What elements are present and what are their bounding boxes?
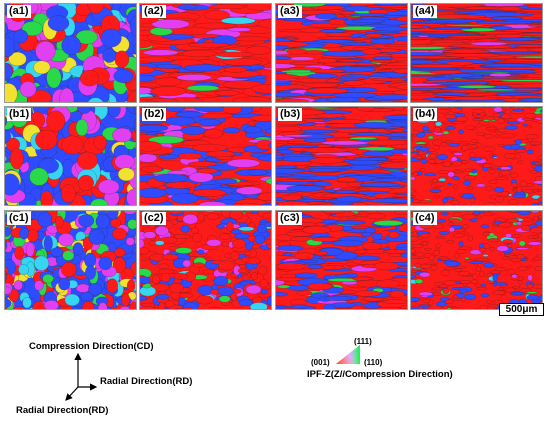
- ipf-triangle-svg: [300, 345, 550, 419]
- rd-axis-label: Radial Direction(RD): [100, 376, 192, 387]
- ebsd-panel-b3: (b3): [275, 106, 408, 206]
- panel-label: (c3): [278, 212, 302, 225]
- panel-label: (b1): [7, 108, 31, 121]
- ebsd-orientation-map: [5, 4, 137, 103]
- ebsd-orientation-map: [276, 211, 408, 310]
- panel-label: (a2): [142, 5, 166, 18]
- ebsd-panel-a4: (a4): [410, 3, 543, 103]
- ebsd-orientation-map: [411, 107, 543, 206]
- panel-label: (b3): [278, 108, 302, 121]
- ebsd-panel-b1: (b1): [4, 106, 137, 206]
- ipf-corner-110: (110): [364, 358, 382, 367]
- panel-label: (b2): [142, 108, 166, 121]
- ipf-color-triangle: [336, 345, 360, 364]
- axes-diagram: Compression Direction(CD) Radial Directi…: [0, 330, 260, 419]
- ebsd-panel-c2: (c2): [139, 210, 272, 310]
- ebsd-orientation-map: [140, 107, 272, 206]
- ebsd-orientation-map: [411, 4, 543, 103]
- ebsd-orientation-map: [276, 107, 408, 206]
- ipf-corner-001: (001): [311, 358, 330, 367]
- ipf-legend: (111) (001) (110) IPF-Z(Z//Compression D…: [300, 345, 550, 419]
- panel-label: (b4): [413, 108, 437, 121]
- panel-label: (c4): [413, 212, 437, 225]
- ebsd-orientation-map: [140, 211, 272, 310]
- ipf-corner-111: (111): [354, 337, 372, 346]
- ebsd-panel-c3: (c3): [275, 210, 408, 310]
- panel-label: (c1): [7, 212, 31, 225]
- ebsd-panel-a3: (a3): [275, 3, 408, 103]
- ipf-legend-title: IPF-Z(Z//Compression Direction): [307, 369, 453, 380]
- rd-diagonal-axis-arrow: [66, 387, 78, 400]
- ebsd-panel-b2: (b2): [139, 106, 272, 206]
- panel-label: (a4): [413, 5, 437, 18]
- panel-label: (a3): [278, 5, 302, 18]
- panel-label: (c2): [142, 212, 166, 225]
- panel-label: (a1): [7, 5, 31, 18]
- ebsd-orientation-map: [276, 4, 408, 103]
- ebsd-panel-c4: (c4): [410, 210, 543, 310]
- ebsd-panel-b4: (b4): [410, 106, 543, 206]
- ebsd-panel-a2: (a2): [139, 3, 272, 103]
- ebsd-orientation-map: [140, 4, 272, 103]
- ebsd-orientation-map: [5, 107, 137, 206]
- rd-diagonal-axis-label: Radial Direction(RD): [16, 405, 108, 416]
- ebsd-panel-c1: (c1): [4, 210, 137, 310]
- ebsd-orientation-map: [411, 211, 543, 310]
- ebsd-orientation-map: [5, 211, 137, 310]
- scale-bar: 500μm: [499, 303, 544, 316]
- ebsd-map-grid: (a1) (a2) (a3) (a4) (b1) (b2) (b3) (b4) (c1) (c2)…: [0, 0, 550, 320]
- cd-axis-label: Compression Direction(CD): [29, 341, 154, 352]
- ebsd-panel-a1: (a1): [4, 3, 137, 103]
